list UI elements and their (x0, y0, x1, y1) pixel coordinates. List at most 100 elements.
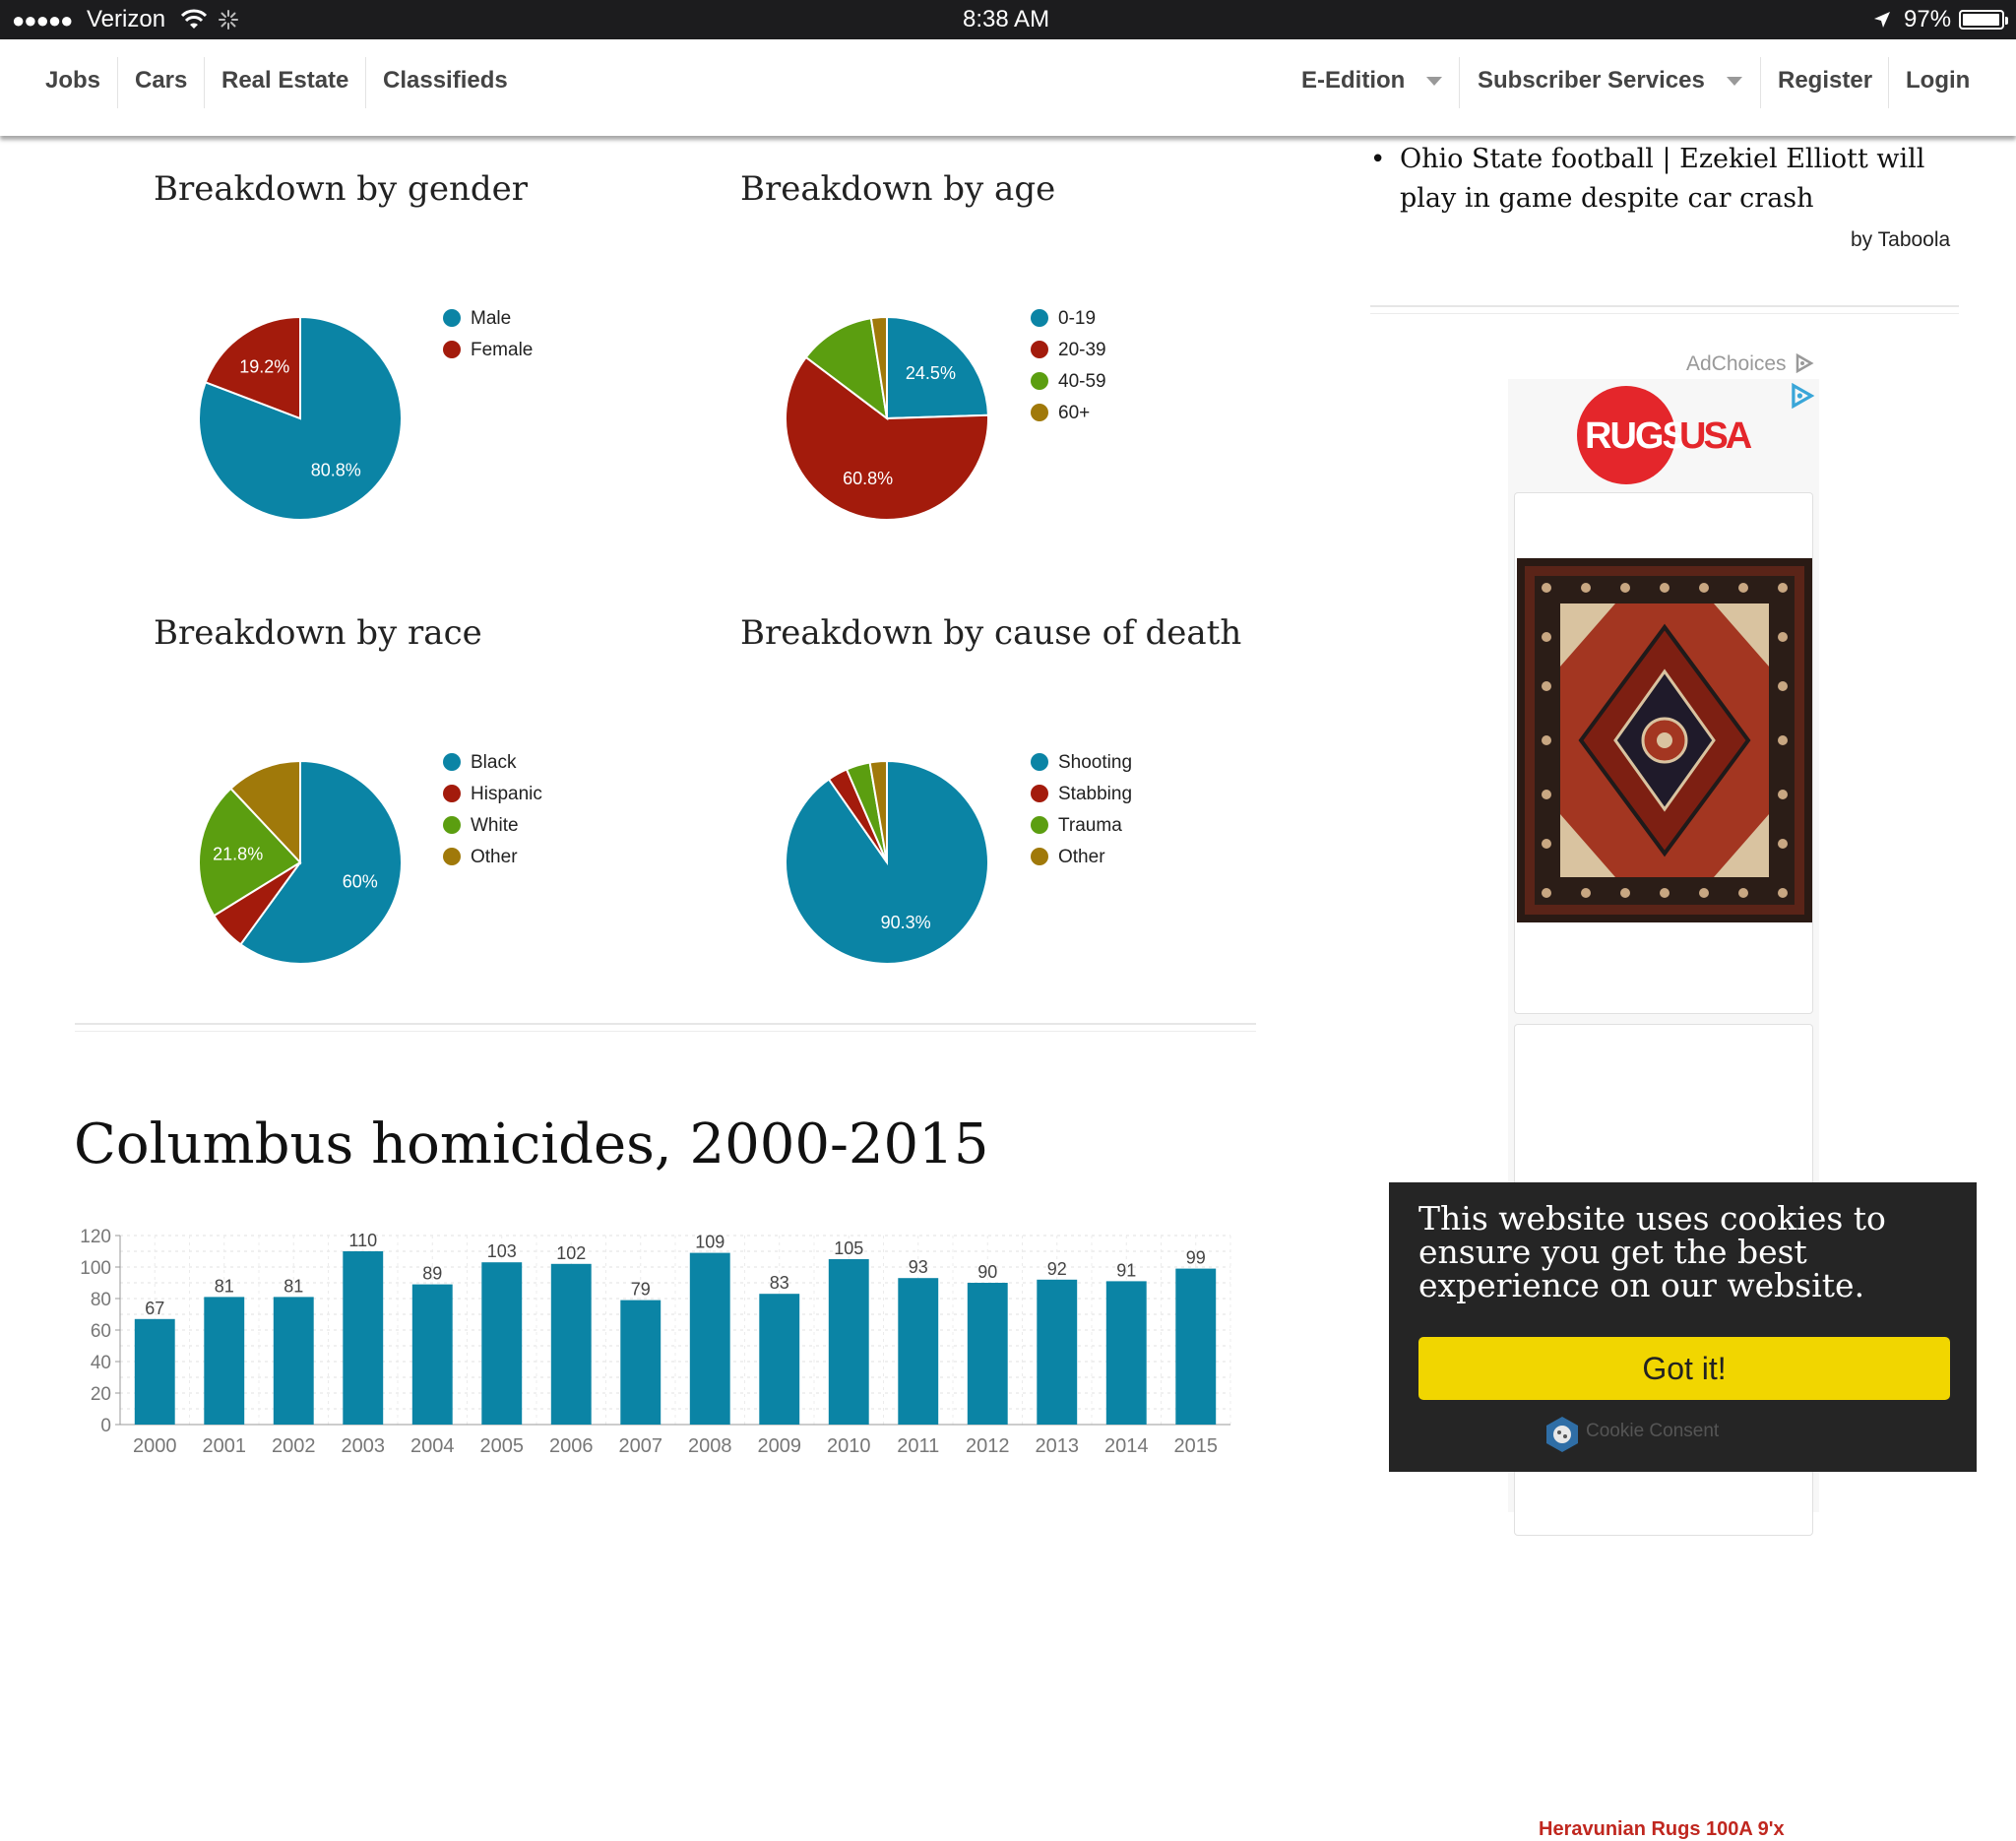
bar-value-label: 92 (1047, 1259, 1067, 1279)
homicides-bar-chart: 0 20 40 60 80 100 120 67 2000 81 2001 81 2002 110 2003… (80, 1227, 1231, 1457)
nav-register[interactable]: Register (1778, 67, 1873, 94)
nav-divider (365, 57, 366, 108)
signal-strength-icon: ●●●●● (12, 8, 73, 32)
cookie-message: This website uses cookies to ensure you … (1418, 1199, 1886, 1304)
bar-value-label: 105 (834, 1238, 863, 1258)
taboola-credit[interactable]: by Taboola (1851, 228, 1951, 251)
legend-swatch (1031, 753, 1048, 771)
nav-e-edition[interactable]: E-Edition (1301, 67, 1443, 95)
bar-2001 (204, 1297, 245, 1425)
got-it-button[interactable]: Got it! (1418, 1337, 1950, 1400)
section-divider (75, 1031, 1256, 1032)
y-tick-label: 80 (91, 1290, 111, 1310)
x-tick-label: 2001 (203, 1435, 247, 1457)
legend-item-shooting: Shooting (1031, 747, 1132, 779)
x-tick-label: 2009 (758, 1435, 802, 1457)
bar-2005 (481, 1262, 523, 1425)
legend-item-female: Female (443, 335, 533, 366)
bar-2014 (1105, 1281, 1147, 1425)
cookie-consent-brand[interactable]: Cookie Consent (1586, 1421, 1720, 1441)
ad-product-card[interactable] (1514, 492, 1813, 1014)
carrier-name: Verizon (87, 6, 166, 32)
legend-item-40-59: 40-59 (1031, 366, 1106, 398)
clock: 8:38 AM (963, 6, 1050, 32)
ad-logo-usa: USA (1679, 415, 1752, 457)
legend-swatch (1031, 848, 1048, 865)
bar-2015 (1175, 1268, 1217, 1425)
pie-slice-60 (869, 315, 888, 419)
adchoices-link[interactable]: AdChoices (1686, 352, 1814, 376)
legend-swatch (1031, 309, 1048, 327)
legend-item-male: Male (443, 303, 533, 335)
legend-item-hispanic: Hispanic (443, 779, 542, 810)
legend-label: 40-59 (1058, 371, 1106, 392)
x-tick-label: 2012 (966, 1435, 1010, 1457)
related-story[interactable]: • Ohio State football | Ezekiel Elliott … (1370, 140, 1961, 219)
legend-label: Hispanic (471, 784, 542, 804)
legend-item-0-19: 0-19 (1031, 303, 1106, 335)
bar-value-label: 79 (631, 1280, 651, 1300)
nav-subscriber-services-label: Subscriber Services (1478, 67, 1705, 94)
wifi-icon (181, 9, 207, 29)
pie-slice-label: 19.2% (239, 356, 289, 376)
legend-swatch (443, 785, 461, 802)
pie-slice-0-19 (886, 315, 989, 420)
legend-label: Black (471, 752, 517, 773)
ad-product-title[interactable]: Heravunian Rugs 100A 9'x (1539, 1818, 1785, 1840)
x-tick-label: 2006 (549, 1435, 594, 1457)
race-pie-chart: 60% 21.8% (198, 759, 403, 965)
pie-slice-label: 24.5% (906, 363, 956, 383)
nav-login[interactable]: Login (1906, 67, 1971, 94)
legend-swatch (1031, 816, 1048, 834)
battery-icon (1959, 10, 2008, 30)
x-tick-label: 2007 (619, 1435, 663, 1457)
legend-label: 60+ (1058, 403, 1091, 423)
x-tick-label: 2000 (133, 1435, 177, 1457)
pie-slice-label: 60% (343, 872, 378, 892)
sidebar-divider (1370, 305, 1959, 307)
bar-value-label: 99 (1186, 1248, 1206, 1268)
nav-divider (1459, 57, 1460, 108)
nav-divider (1888, 57, 1889, 108)
age-pie-chart: 24.5% 60.8% (785, 315, 989, 521)
bullet-icon: • (1370, 145, 1386, 174)
x-tick-label: 2005 (480, 1435, 525, 1457)
nav-divider (117, 57, 118, 108)
legend-item-white: White (443, 810, 542, 842)
bar-value-label: 67 (145, 1299, 164, 1318)
nav-real-estate[interactable]: Real Estate (221, 67, 349, 94)
pie-slice-40-59 (804, 317, 889, 421)
related-story-link[interactable]: Ohio State football | Ezekiel Elliott wi… (1400, 144, 1925, 214)
x-tick-label: 2002 (272, 1435, 316, 1457)
ad-info-icon[interactable] (1790, 383, 1815, 409)
legend-swatch (1031, 341, 1048, 358)
nav-e-edition-label: E-Edition (1301, 67, 1406, 94)
x-tick-label: 2003 (342, 1435, 386, 1457)
nav-cars[interactable]: Cars (135, 67, 188, 94)
bar-2011 (898, 1278, 939, 1425)
age-chart-title: Breakdown by age (740, 169, 1056, 209)
legend-swatch (1031, 372, 1048, 390)
bar-2002 (273, 1297, 314, 1425)
bar-value-label: 103 (487, 1241, 517, 1261)
legend-item-trauma: Trauma (1031, 810, 1132, 842)
legend-swatch (443, 309, 461, 327)
nav-jobs[interactable]: Jobs (45, 67, 101, 94)
pie-slice-label: 80.8% (311, 461, 361, 480)
pie-slice-label: 90.3% (881, 913, 931, 932)
rug-product-image[interactable] (1517, 558, 1812, 922)
x-tick-label: 2008 (688, 1435, 732, 1457)
legend-label: Shooting (1058, 752, 1133, 773)
legend-label: Other (1058, 847, 1105, 867)
rugs-usa-logo[interactable]: RUGS USA (1577, 383, 1754, 487)
section-divider (75, 1023, 1256, 1025)
nav-subscriber-services[interactable]: Subscriber Services (1478, 67, 1742, 95)
battery-percent: 97% (1904, 6, 1952, 32)
x-tick-label: 2011 (897, 1435, 939, 1457)
x-tick-label: 2004 (410, 1435, 455, 1457)
pie-slice-other (868, 759, 888, 863)
nav-classifieds[interactable]: Classifieds (383, 67, 508, 94)
x-tick-label: 2015 (1174, 1435, 1219, 1457)
top-navigation: Jobs Cars Real Estate Classifieds E-Edit… (0, 39, 2016, 136)
ad-logo-rugs: RUGS (1585, 415, 1685, 457)
